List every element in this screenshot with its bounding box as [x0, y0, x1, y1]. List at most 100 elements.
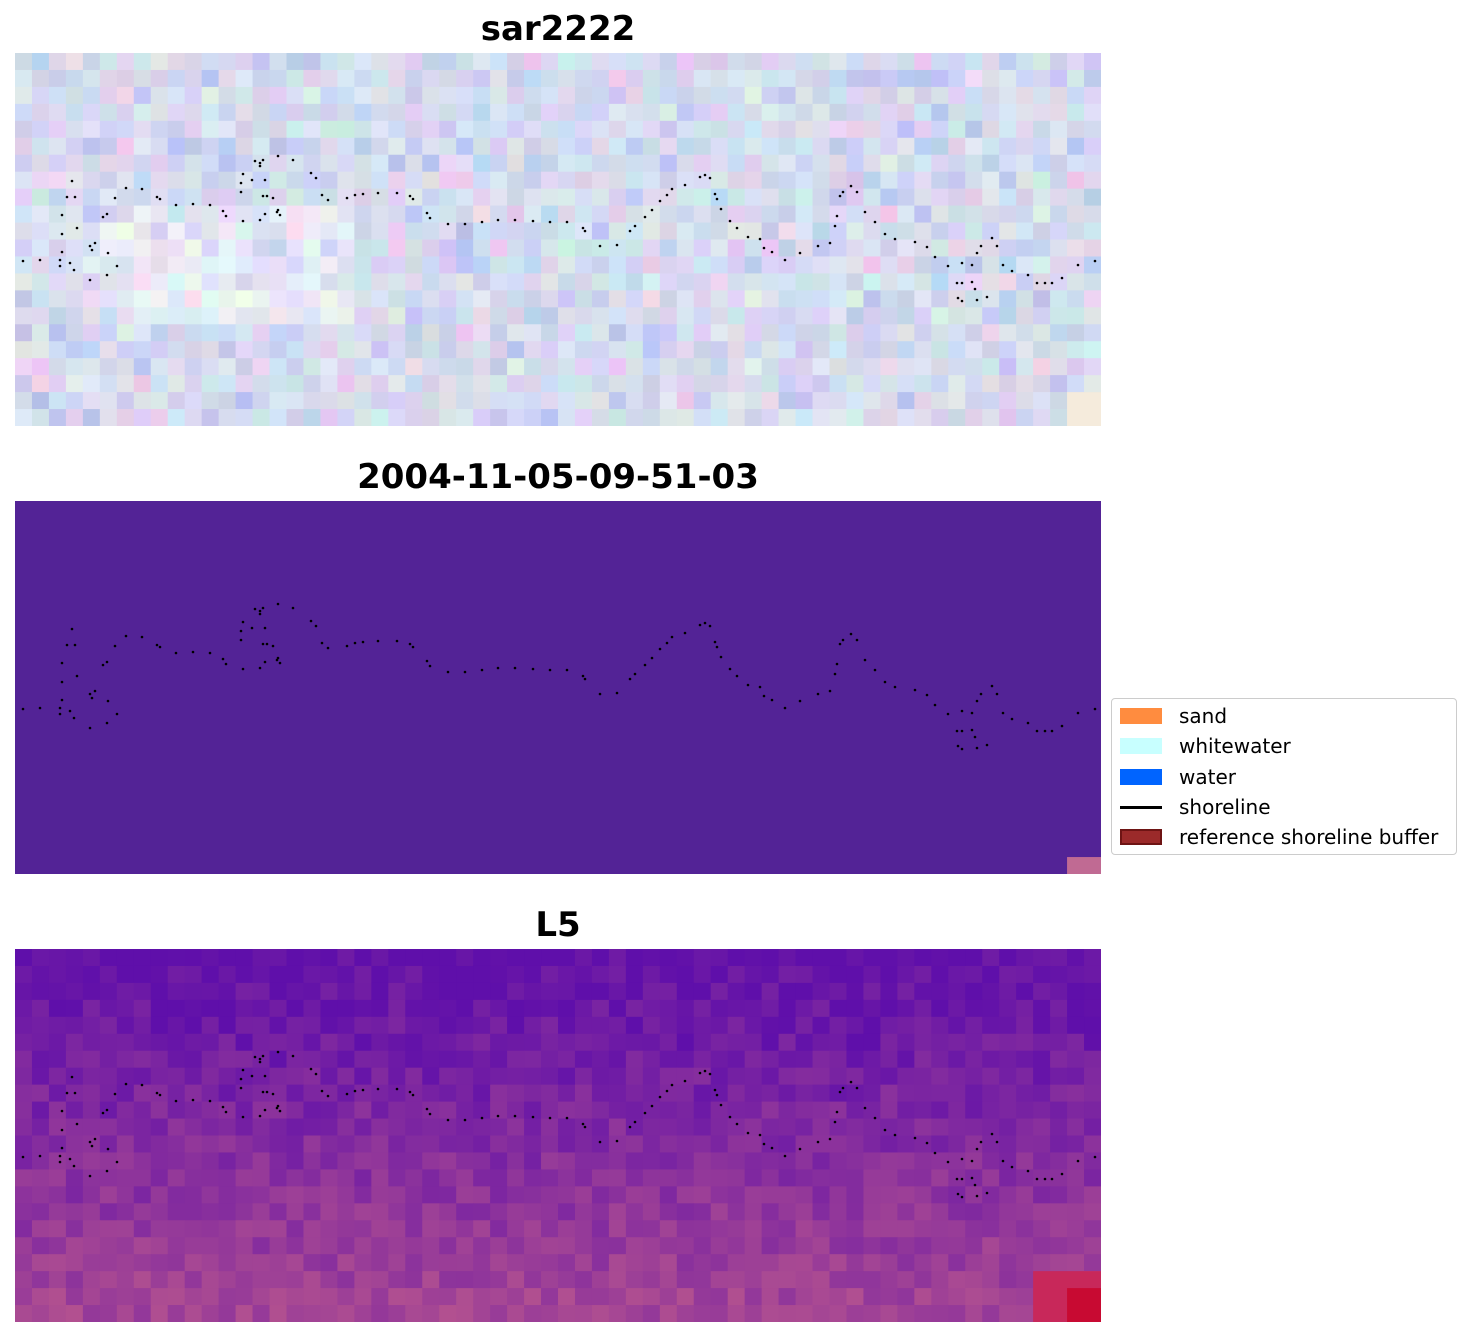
- pixel: [388, 341, 406, 359]
- pixel: [422, 1220, 440, 1238]
- pixel: [1033, 1254, 1051, 1272]
- pixel: [1016, 1050, 1034, 1069]
- shoreline-point: [615, 1139, 619, 1143]
- pixel: [931, 358, 949, 376]
- pixel: [201, 1016, 220, 1035]
- shoreline-point: [728, 667, 732, 671]
- pixel: [490, 1050, 508, 1069]
- pixel: [116, 53, 135, 71]
- shoreline-point: [960, 1157, 964, 1161]
- pixel: [337, 273, 355, 291]
- pixel: [82, 1118, 101, 1136]
- pixel: [574, 409, 593, 426]
- pixel: [439, 1237, 457, 1255]
- pixel: [727, 222, 746, 240]
- pixel: [286, 358, 304, 376]
- pixel: [812, 358, 830, 376]
- pixel: [116, 154, 135, 173]
- pixel: [558, 1050, 576, 1069]
- shoreline-point: [633, 1120, 637, 1124]
- pixel: [914, 1152, 932, 1170]
- pixel: [558, 86, 576, 105]
- pixel: [31, 1237, 50, 1255]
- legend-label-reference-buffer: reference shoreline buffer: [1179, 825, 1439, 849]
- shoreline-point: [88, 1140, 92, 1144]
- pixel: [303, 137, 321, 156]
- pixel: [880, 137, 898, 156]
- pixel: [931, 120, 949, 139]
- pixel: [507, 1254, 525, 1272]
- pixel: [422, 154, 440, 173]
- shoreline-point: [708, 624, 712, 628]
- pixel: [201, 307, 220, 325]
- pixel: [659, 137, 678, 156]
- pixel: [710, 375, 729, 393]
- pixel: [371, 949, 389, 967]
- pixel: [558, 1033, 576, 1052]
- pixel: [965, 409, 983, 426]
- shoreline-point: [221, 209, 225, 213]
- pixel: [99, 324, 118, 342]
- pixel: [422, 256, 440, 274]
- pixel: [1084, 1016, 1101, 1035]
- pixel: [574, 273, 593, 291]
- pixel: [591, 1169, 610, 1187]
- pixel: [99, 1152, 118, 1170]
- pixel: [337, 324, 355, 342]
- pixel: [863, 69, 881, 88]
- pixel: [252, 120, 271, 139]
- pixel: [778, 1271, 797, 1289]
- pixel: [422, 239, 440, 257]
- pixel: [744, 982, 763, 1001]
- pixel: [201, 120, 220, 139]
- pixel: [642, 1288, 661, 1306]
- pixel: [812, 324, 830, 342]
- pixel: [31, 965, 50, 984]
- shoreline-point: [463, 222, 467, 226]
- pixel: [1067, 222, 1085, 240]
- pixel: [761, 1305, 780, 1322]
- shoreline-point: [758, 1133, 762, 1137]
- shoreline-point: [1010, 717, 1014, 721]
- pixel: [524, 205, 542, 224]
- pixel: [1050, 120, 1068, 139]
- pixel: [150, 999, 169, 1018]
- pixel: [778, 154, 797, 173]
- index-image-panel: [15, 949, 1101, 1322]
- pixel: [320, 1050, 338, 1069]
- pixel: [693, 290, 712, 308]
- index-image: [15, 949, 1101, 1322]
- pixel: [269, 1135, 287, 1153]
- pixel: [880, 949, 898, 967]
- pixel: [744, 1084, 763, 1103]
- pixel: [48, 1101, 67, 1120]
- pixel: [133, 982, 152, 1001]
- pixel: [1050, 375, 1068, 393]
- pixel: [693, 965, 712, 984]
- pixel: [116, 1305, 135, 1322]
- pixel: [1033, 1016, 1051, 1035]
- pixel: [201, 290, 220, 308]
- pixel: [201, 1288, 220, 1306]
- pixel: [541, 392, 559, 410]
- pixel: [507, 137, 525, 156]
- pixel: [490, 341, 508, 359]
- pixel: [490, 239, 508, 257]
- pixel: [829, 1050, 847, 1069]
- pixel: [48, 1203, 67, 1221]
- pixel: [524, 1169, 542, 1187]
- pixel: [659, 1288, 678, 1306]
- shoreline-point: [1076, 1159, 1080, 1163]
- pixel: [965, 307, 983, 325]
- pixel: [693, 171, 712, 190]
- pixel: [1016, 999, 1034, 1018]
- pixel: [659, 358, 678, 376]
- pixel: [795, 1271, 814, 1289]
- pixel: [422, 1033, 440, 1052]
- pixel: [829, 965, 847, 984]
- pixel: [235, 1050, 254, 1069]
- pixel: [388, 69, 406, 88]
- pixel: [591, 171, 610, 190]
- pixel: [99, 375, 118, 393]
- pixel: [1033, 188, 1051, 207]
